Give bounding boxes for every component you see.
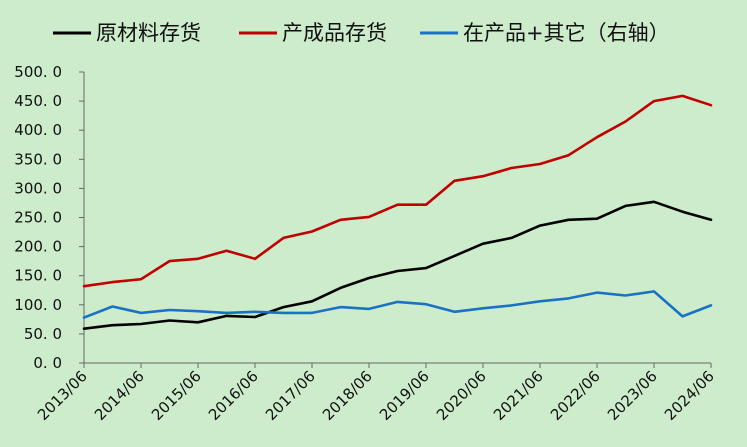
x-tick-label: 2018/06 [319,367,376,424]
y-axis: 0. 0 50. 0 100. 0 150. 0 200. 0 250. 0 300. 0 3… [14,63,85,372]
y-tick-label: 300. 0 [14,179,62,197]
y-tick-label: 200. 0 [14,238,62,256]
x-tick-label: 2022/06 [547,367,604,424]
y-tick-label: 250. 0 [14,209,62,227]
legend-label: 在产品+其它（右轴） [463,21,670,45]
y-tick-label: 500. 0 [14,63,62,81]
y-tick-label: 350. 0 [14,150,62,168]
x-tick-label: 2014/06 [91,367,148,424]
series-line-1 [82,200,713,331]
x-axis: 2013/06 2014/06 2015/06 2016/06 2017/06 2018/… [34,362,718,424]
x-tick-label: 2023/06 [604,367,661,424]
legend-label: 产成品存货 [282,21,387,45]
series-line-3 [82,290,713,319]
x-tick-label: 2016/06 [205,367,262,424]
y-tick-label: 450. 0 [14,92,62,110]
x-tick-label: 2024/06 [661,367,718,424]
x-tick-label: 2020/06 [433,367,490,424]
y-tick-label: 0. 0 [33,354,62,372]
y-tick-label: 100. 0 [14,296,62,314]
y-tick-label: 150. 0 [14,267,62,285]
series-layer [82,94,713,331]
legend: 原材料存货 产成品存货 在产品+其它（右轴） [53,21,670,45]
series-line-2 [82,94,713,288]
x-tick-label: 2017/06 [262,367,319,424]
y-tick-label: 400. 0 [14,121,62,139]
legend-label: 原材料存货 [96,21,201,45]
y-tick-label: 50. 0 [24,325,62,343]
x-tick-label: 2013/06 [34,367,91,424]
x-tick-label: 2015/06 [148,367,205,424]
x-tick-label: 2019/06 [376,367,433,424]
x-tick-label: 2021/06 [490,367,547,424]
